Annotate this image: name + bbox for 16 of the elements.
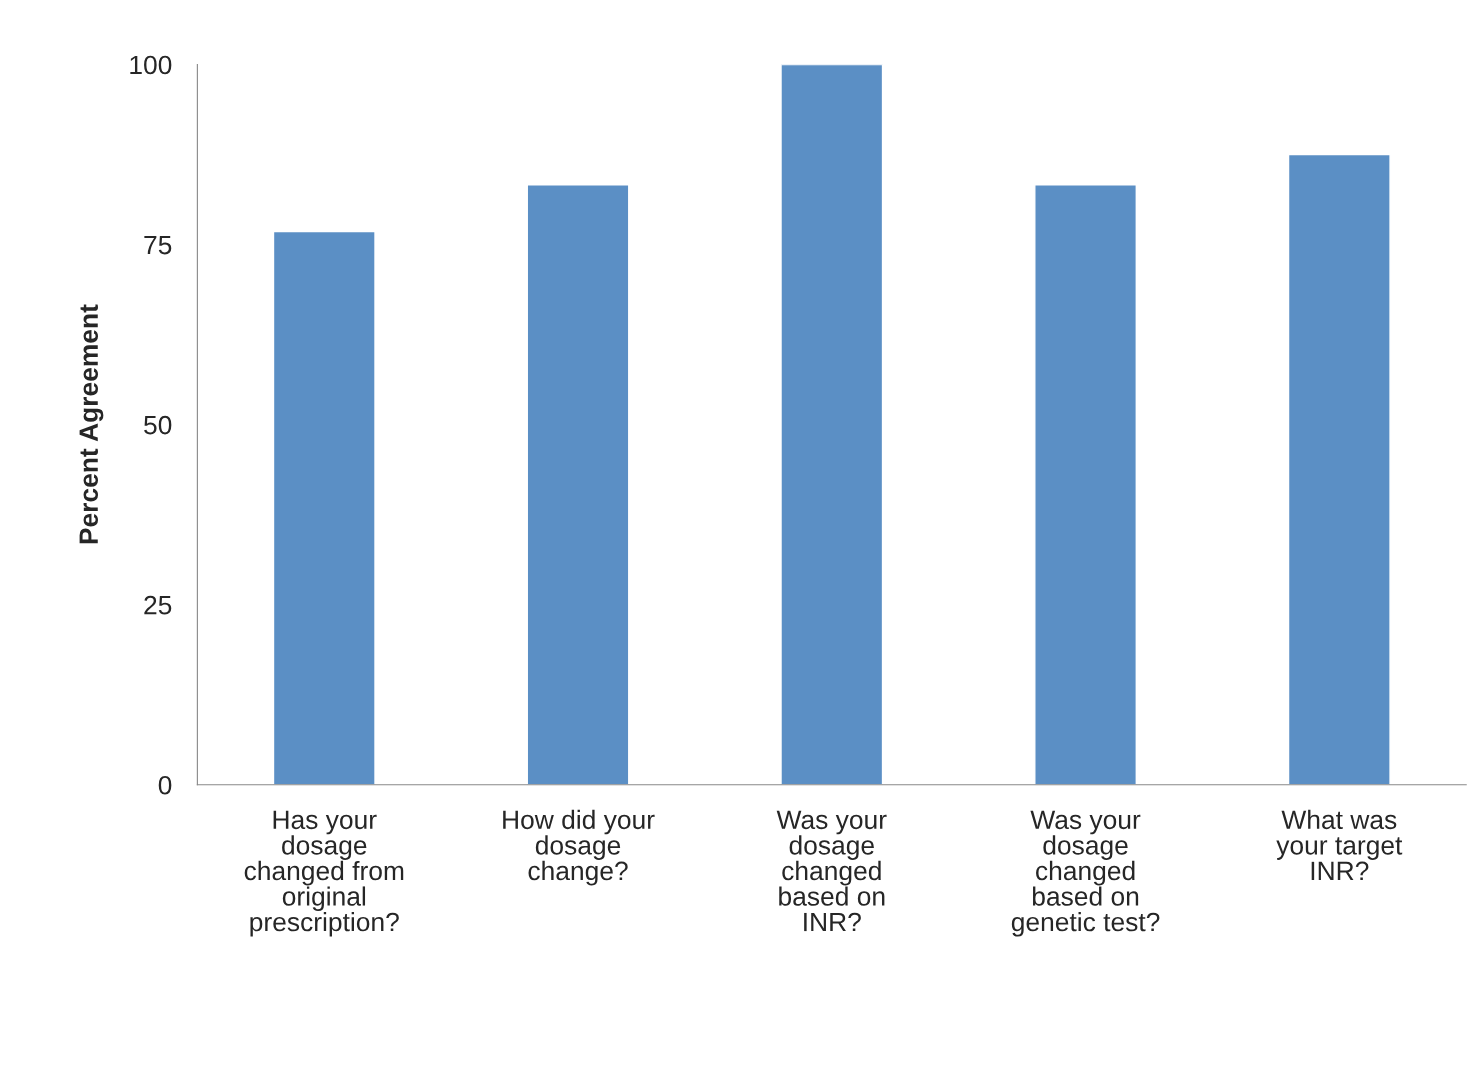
- bar: [272, 230, 376, 785]
- y-tick-label: 0: [158, 775, 172, 795]
- y-tick-label: 50: [144, 415, 172, 435]
- bar: [780, 64, 884, 785]
- x-tick-label: Has your dosage changed from original prescription?: [244, 810, 404, 937]
- y-tick-label: 75: [144, 235, 172, 255]
- y-axis-title: Percent Agreement: [79, 304, 104, 544]
- y-tick-label: 100: [130, 55, 172, 75]
- x-tick-label: Was your dosage changed based on INR?: [776, 810, 887, 932]
- bar: [526, 184, 630, 785]
- x-tick-label: How did your dosage change?: [503, 809, 655, 886]
- y-tick-label: 25: [144, 595, 172, 615]
- bar: [1034, 184, 1137, 785]
- x-tick-label: Was your dosage changed based on genetic test?: [1011, 810, 1160, 937]
- x-tick-label: What was your target INR?: [1276, 809, 1403, 880]
- bar: [1287, 153, 1391, 785]
